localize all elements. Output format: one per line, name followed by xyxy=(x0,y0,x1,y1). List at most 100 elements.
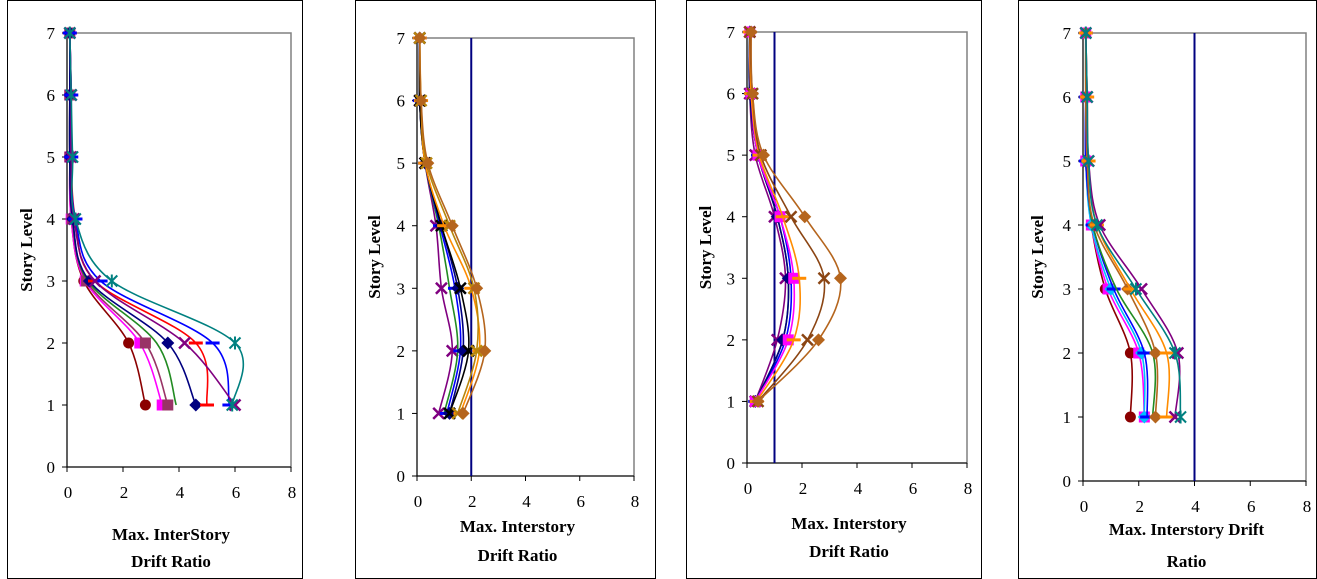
data-point xyxy=(834,271,847,285)
data-point xyxy=(1082,154,1095,168)
data-point xyxy=(1168,346,1182,360)
data-point xyxy=(435,281,448,295)
y-tick-label: 7 xyxy=(397,29,406,48)
data-point xyxy=(66,150,79,164)
data-point xyxy=(1148,346,1162,360)
y-tick-label: 3 xyxy=(397,279,406,298)
y-tick-label: 5 xyxy=(397,154,406,173)
data-point xyxy=(1124,411,1136,423)
x-tick-label: 6 xyxy=(909,479,918,498)
y-tick-label: 3 xyxy=(727,269,736,288)
data-point xyxy=(451,281,465,295)
data-point xyxy=(1129,282,1143,296)
series-line-8 xyxy=(69,32,236,406)
series-line-4 xyxy=(68,33,177,406)
y-tick-label: 4 xyxy=(727,208,736,227)
data-point xyxy=(456,406,470,420)
y-tick-label: 7 xyxy=(1063,24,1072,43)
drift-chart-2: 0 1 2 3 4 5 6 7 0 2 4 6 8 Story Level Max. Interstory D… xyxy=(355,0,656,579)
y-tick-label: 7 xyxy=(727,23,736,42)
y-tick-label: 1 xyxy=(727,392,736,411)
data-point xyxy=(1168,410,1182,424)
y-tick-label: 6 xyxy=(47,86,56,105)
chart-svg: 0 1 2 3 4 5 6 7 0 2 4 6 8 Story Level Max. InterStory D… xyxy=(17,24,296,571)
chart-svg: 0 1 2 3 4 5 6 7 0 2 4 6 8 Story Level Max. Interstory D… xyxy=(365,29,640,565)
series-line-6 xyxy=(69,32,209,406)
data-point xyxy=(64,88,78,102)
y-tick-label: 5 xyxy=(727,146,736,165)
y-tick-label: 2 xyxy=(727,331,736,350)
y-tick-label: 4 xyxy=(47,210,56,229)
data-point xyxy=(139,399,151,411)
y-tick-label: 6 xyxy=(1063,88,1072,107)
data-point xyxy=(817,271,831,285)
x-tick-label: 2 xyxy=(120,483,129,502)
x-tick-label: 8 xyxy=(631,492,640,511)
y-axis-label: Story Level xyxy=(365,215,384,299)
x-tick-label: 6 xyxy=(577,492,586,511)
x-axis-label-line-1: Max. Interstory Drift xyxy=(1109,520,1265,539)
data-point xyxy=(413,31,427,45)
x-axis-label-line-2: Ratio xyxy=(1167,552,1207,571)
x-axis-label-line-1: Max. Interstory xyxy=(460,517,576,536)
x-tick-label: 4 xyxy=(522,492,531,511)
data-point xyxy=(812,333,825,347)
x-tick-label: 4 xyxy=(176,483,185,502)
y-tick-label: 0 xyxy=(727,454,736,473)
data-point xyxy=(784,210,798,224)
drift-chart-3: 0 1 2 3 4 5 6 7 0 2 4 6 8 Story Level Max. Interstory D… xyxy=(686,0,982,579)
x-tick-label: 0 xyxy=(744,479,753,498)
data-point xyxy=(63,26,77,40)
series-line-5 xyxy=(68,33,197,406)
y-tick-label: 0 xyxy=(47,458,56,477)
x-tick-label: 2 xyxy=(799,479,808,498)
y-tick-label: 2 xyxy=(1063,344,1072,363)
data-point xyxy=(445,219,459,233)
x-tick-label: 0 xyxy=(64,483,73,502)
data-point xyxy=(801,333,814,347)
plot-area xyxy=(746,31,968,464)
y-tick-label: 5 xyxy=(1063,152,1072,171)
x-axis-label-line-2: Drift Ratio xyxy=(131,552,211,571)
y-tick-label: 6 xyxy=(397,92,406,111)
data-point xyxy=(178,336,191,350)
y-tick-label: 4 xyxy=(397,217,406,236)
series-line-8 xyxy=(750,31,842,402)
x-axis-label-line-2: Drift Ratio xyxy=(809,542,889,561)
data-point xyxy=(470,344,484,358)
chart-svg: 0 1 2 3 4 5 6 7 0 2 4 6 8 Story Level Max. Interstory D… xyxy=(696,23,973,561)
data-point xyxy=(414,94,428,108)
data-point xyxy=(445,344,459,358)
data-point xyxy=(432,407,446,420)
data-point xyxy=(746,87,759,101)
y-tick-label: 3 xyxy=(47,272,56,291)
y-tick-label: 0 xyxy=(397,467,406,486)
x-tick-label: 4 xyxy=(854,479,863,498)
data-point xyxy=(421,156,435,170)
data-point xyxy=(161,336,175,350)
x-axis-label-line-1: Max. Interstory xyxy=(791,514,907,533)
data-point xyxy=(156,399,168,411)
y-tick-label: 1 xyxy=(1063,408,1072,427)
series-line-3 xyxy=(68,33,169,406)
data-point xyxy=(454,281,467,295)
x-tick-label: 0 xyxy=(414,492,423,511)
y-tick-label: 1 xyxy=(47,396,56,415)
x-tick-label: 6 xyxy=(1247,497,1256,516)
data-point xyxy=(478,344,492,358)
data-point xyxy=(1148,410,1162,424)
y-tick-label: 6 xyxy=(727,85,736,104)
data-point xyxy=(1090,218,1104,232)
data-point xyxy=(69,212,82,226)
y-axis-label: Story Level xyxy=(696,205,715,289)
data-point xyxy=(105,274,119,288)
data-point xyxy=(1124,347,1136,359)
data-point xyxy=(225,398,239,412)
plot-area xyxy=(66,32,292,468)
y-tick-label: 5 xyxy=(47,148,56,167)
x-tick-label: 8 xyxy=(964,479,973,498)
y-tick-label: 2 xyxy=(47,334,56,353)
x-tick-label: 2 xyxy=(1136,497,1145,516)
x-tick-label: 2 xyxy=(468,492,477,511)
x-axis-label-line-1: Max. InterStory xyxy=(112,525,231,544)
